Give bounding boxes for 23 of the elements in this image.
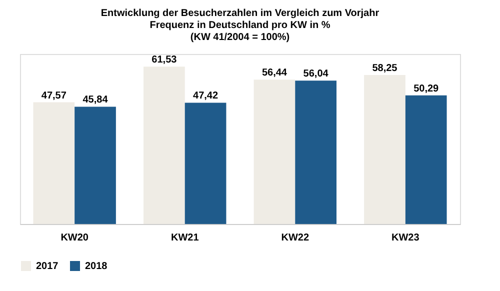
data-label: 50,29 (414, 83, 440, 94)
data-label: 56,04 (303, 68, 329, 80)
bar (364, 74, 406, 224)
x-tick-label: KW20 (60, 232, 89, 244)
chart-title: Entwicklung der Besucherzahlen im Vergleich zum Vorjahr Frequenz in Deutschland pro KW in % (KW 41/2004 = 100%) (100, 8, 380, 43)
bar (184, 102, 226, 224)
bar (33, 102, 75, 224)
data-label: 56,44 (262, 68, 288, 79)
data-label: 58,25 (372, 62, 398, 74)
legend-label: 2018 (85, 261, 108, 272)
bar (405, 95, 447, 224)
data-label: 47,42 (193, 90, 218, 102)
bar (74, 106, 116, 224)
bar (254, 80, 296, 224)
bar (295, 80, 336, 224)
x-tick-label: KW22 (281, 232, 310, 244)
data-label: 47,57 (41, 90, 67, 102)
legend-label: 2017 (36, 261, 59, 272)
bar (144, 66, 185, 224)
x-tick-label: KW21 (170, 232, 200, 244)
data-label: 45,84 (82, 94, 108, 106)
data-label: 61,53 (152, 54, 178, 66)
x-tick-label: KW23 (392, 232, 420, 244)
